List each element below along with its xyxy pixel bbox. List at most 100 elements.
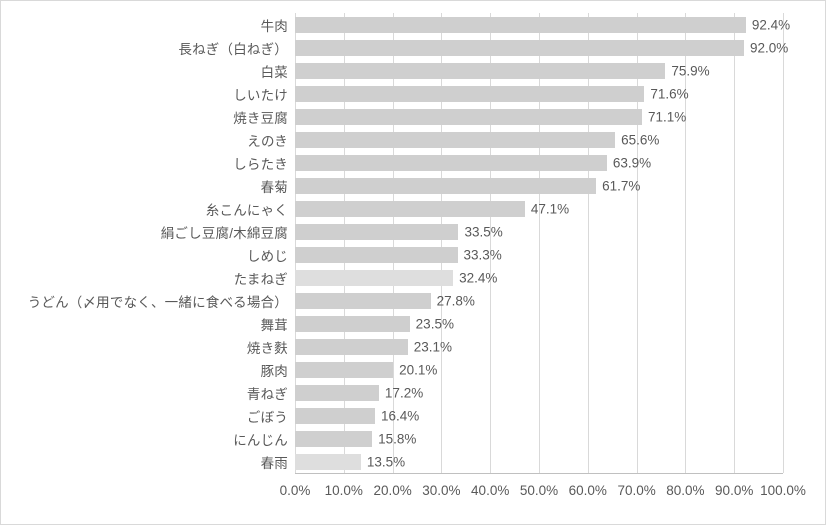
category-label: うどん（〆用でなく、一緒に食べる場合） <box>27 294 288 310</box>
category-axis-labels: 牛肉長ねぎ（白ねぎ） 白菜しいたけ焼き豆腐えのきしらたき春菊糸こんにゃく絹ごし豆腐… <box>1 13 295 473</box>
value-label: 17.2% <box>384 385 424 400</box>
category-label: 牛肉 <box>260 18 288 34</box>
x-tick-label: 10.0% <box>324 483 363 498</box>
bar-row: 17.2% <box>295 381 783 404</box>
bar <box>295 85 645 102</box>
bar <box>295 269 454 286</box>
x-tick-label: 90.0% <box>715 483 754 498</box>
category-label: 白菜 <box>260 64 288 80</box>
bar <box>295 16 746 33</box>
x-tick-label: 50.0% <box>519 483 559 498</box>
category-label: 糸こんにゃく <box>205 202 288 218</box>
value-label: 33.5% <box>464 224 503 239</box>
category-label: えのき <box>247 133 288 149</box>
value-label: 32.4% <box>459 270 498 285</box>
bar-row: 33.3% <box>295 243 783 266</box>
gridline <box>734 13 736 473</box>
bar-row: 27.8% <box>295 289 783 312</box>
x-axis-line <box>295 473 783 474</box>
bar <box>295 361 394 378</box>
gridline <box>295 13 296 473</box>
bar <box>295 62 666 79</box>
x-tick-label: 0.0% <box>279 483 311 498</box>
gridline <box>685 13 687 473</box>
bar <box>295 177 597 194</box>
bar-row: 71.1% <box>295 105 783 128</box>
bar-row: 33.5% <box>295 220 783 243</box>
bar-row: 20.1% <box>295 358 783 381</box>
bar <box>295 131 616 148</box>
value-label: 15.8% <box>378 431 417 446</box>
value-label: 16.4% <box>381 408 420 423</box>
value-label: 71.6% <box>650 86 689 101</box>
bar <box>295 223 459 240</box>
bar-row: 23.5% <box>295 312 783 335</box>
category-label: 長ねぎ（白ねぎ） <box>178 41 288 57</box>
category-label: しらたき <box>233 156 288 172</box>
category-label: 焼き麩 <box>246 340 288 356</box>
gridline <box>490 13 492 473</box>
category-label: 春雨 <box>260 455 288 471</box>
value-label: 75.9% <box>671 63 710 78</box>
category-label: 焼き豆腐 <box>233 110 288 126</box>
bar-row: 61.7% <box>295 174 783 197</box>
value-label: 71.1% <box>647 109 687 124</box>
value-label: 33.3% <box>463 247 502 262</box>
x-tick-label: 30.0% <box>422 483 461 498</box>
bar <box>295 154 607 171</box>
value-label: 92.0% <box>749 40 789 55</box>
x-tick-label: 100.0% <box>760 483 806 498</box>
bar <box>295 453 361 470</box>
category-label: しいたけ <box>233 87 288 103</box>
value-label: 92.4% <box>751 17 791 32</box>
bar-row: 71.6% <box>295 82 783 105</box>
gridline <box>343 13 345 473</box>
bar-row: 75.9% <box>295 59 783 82</box>
bar-row: 32.4% <box>295 266 783 289</box>
chart-body: 牛肉長ねぎ（白ねぎ） 白菜しいたけ焼き豆腐えのきしらたき春菊糸こんにゃく絹ごし豆腐… <box>1 13 825 474</box>
bar-row: 65.6% <box>295 128 783 151</box>
bar <box>295 39 744 56</box>
gridline <box>783 13 784 473</box>
gridline <box>636 13 638 473</box>
gridline <box>587 13 589 473</box>
category-label: 絹ごし豆腐/木綿豆腐 <box>160 225 288 241</box>
x-tick-label: 20.0% <box>373 483 412 498</box>
bar-row: 47.1% <box>295 197 783 220</box>
bar-row: 13.5% <box>295 450 783 473</box>
category-label: 春菊 <box>260 179 288 195</box>
value-label: 65.6% <box>621 132 660 147</box>
value-label: 27.8% <box>436 293 475 308</box>
bar-row: 92.4% <box>295 13 790 36</box>
gridline <box>441 13 443 473</box>
x-tick-label: 60.0% <box>568 483 607 498</box>
bar <box>295 338 408 355</box>
bar <box>295 315 410 332</box>
value-label: 23.5% <box>415 316 454 331</box>
category-label: 青ねぎ <box>246 386 288 402</box>
bar-row: 92.0% <box>295 36 788 59</box>
bar <box>295 407 376 424</box>
value-label: 20.1% <box>399 362 438 377</box>
bar-row: 63.9% <box>295 151 783 174</box>
bar <box>295 292 431 309</box>
value-label: 61.7% <box>602 178 641 193</box>
value-label: 13.5% <box>366 454 406 469</box>
gridline <box>539 13 540 473</box>
value-label: 47.1% <box>530 201 570 216</box>
bar-row: 16.4% <box>295 404 783 427</box>
category-label: にんじん <box>233 432 288 448</box>
value-label: 23.1% <box>413 339 452 354</box>
category-label: しめじ <box>246 248 288 264</box>
category-label: たまねぎ <box>233 271 288 287</box>
bar <box>295 430 373 447</box>
x-tick-label: 40.0% <box>471 483 510 498</box>
bar <box>295 200 525 217</box>
bar <box>295 246 458 263</box>
plot-area: 92.4% 92.0% 75.9% 71.6% 71.1% 65.6% 63.9% 61.7%… <box>295 13 790 474</box>
x-tick-label: 80.0% <box>666 483 705 498</box>
category-label: 豚肉 <box>260 363 288 379</box>
category-label: 舞茸 <box>260 317 288 333</box>
category-label: ごぼう <box>246 409 288 425</box>
